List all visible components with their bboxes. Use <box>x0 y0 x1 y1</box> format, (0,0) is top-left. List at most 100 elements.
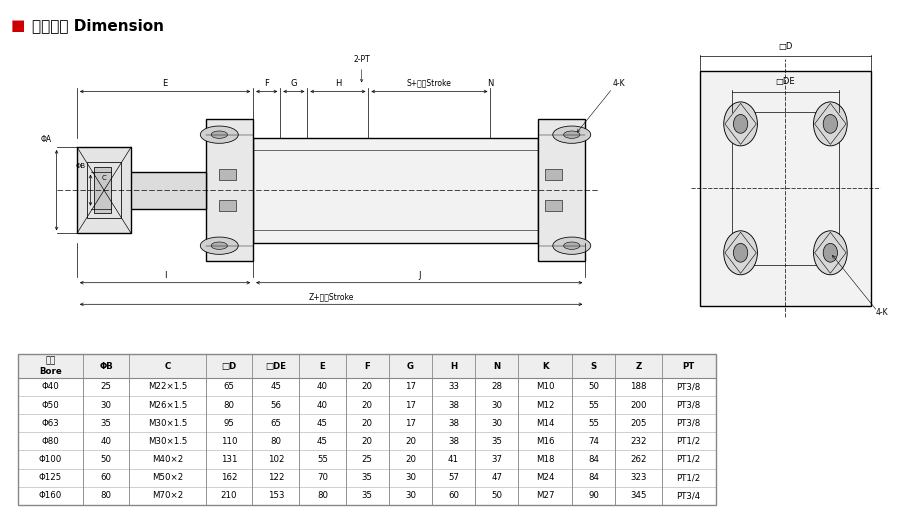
Text: □D: □D <box>222 362 236 371</box>
Text: 45: 45 <box>317 437 328 446</box>
Text: □DE: □DE <box>776 77 795 86</box>
Bar <box>219 200 236 211</box>
Text: ■: ■ <box>11 18 26 33</box>
Text: Φ63: Φ63 <box>41 419 60 428</box>
Text: PT3/8: PT3/8 <box>677 382 701 392</box>
Text: 35: 35 <box>491 437 502 446</box>
Text: 232: 232 <box>630 437 647 446</box>
Text: 40: 40 <box>101 437 112 446</box>
Text: PT3/4: PT3/4 <box>677 491 701 500</box>
Text: N: N <box>487 79 494 88</box>
Text: 40: 40 <box>317 400 328 410</box>
Text: 40: 40 <box>317 382 328 392</box>
Bar <box>253 138 538 243</box>
Bar <box>545 169 562 180</box>
Circle shape <box>563 242 580 249</box>
Text: I: I <box>164 270 167 280</box>
Text: 35: 35 <box>362 491 373 500</box>
Text: 153: 153 <box>267 491 284 500</box>
Text: 55: 55 <box>588 400 599 410</box>
Bar <box>700 71 871 305</box>
Text: PT1/2: PT1/2 <box>677 437 701 446</box>
Text: 4-K: 4-K <box>875 308 888 317</box>
Text: 41: 41 <box>448 455 459 464</box>
Text: 50: 50 <box>101 455 112 464</box>
Text: Φ100: Φ100 <box>38 455 62 464</box>
Text: M22×1.5: M22×1.5 <box>147 382 187 392</box>
Text: 84: 84 <box>588 473 599 482</box>
Text: M10: M10 <box>536 382 554 392</box>
Text: 188: 188 <box>630 382 647 392</box>
Text: M14: M14 <box>536 419 554 428</box>
Text: M16: M16 <box>536 437 554 446</box>
Text: 4-K: 4-K <box>613 79 626 88</box>
Text: 20: 20 <box>362 382 373 392</box>
Text: 60: 60 <box>448 491 459 500</box>
Text: 65: 65 <box>224 382 234 392</box>
Text: 102: 102 <box>267 455 284 464</box>
Text: PT3/8: PT3/8 <box>677 419 701 428</box>
Circle shape <box>201 237 238 254</box>
Circle shape <box>813 231 847 275</box>
Text: 45: 45 <box>270 382 281 392</box>
Bar <box>732 112 839 265</box>
Text: 2-PT: 2-PT <box>354 54 370 64</box>
Text: 28: 28 <box>491 382 502 392</box>
Text: J: J <box>418 270 420 280</box>
Text: F: F <box>265 79 269 88</box>
Text: 17: 17 <box>405 419 416 428</box>
Text: M50×2: M50×2 <box>152 473 183 482</box>
Text: 缸径
Bore: 缸径 Bore <box>39 356 61 376</box>
Text: 80: 80 <box>270 437 281 446</box>
Text: Z+行程Stroke: Z+行程Stroke <box>309 292 354 301</box>
Circle shape <box>823 115 837 133</box>
Text: 57: 57 <box>448 473 459 482</box>
Text: 90: 90 <box>588 491 599 500</box>
Text: PT1/2: PT1/2 <box>677 473 701 482</box>
Text: 30: 30 <box>405 473 416 482</box>
Text: 50: 50 <box>588 382 599 392</box>
Text: 38: 38 <box>448 437 459 446</box>
Text: 262: 262 <box>630 455 647 464</box>
Text: M18: M18 <box>536 455 554 464</box>
Text: □D: □D <box>779 42 792 51</box>
Bar <box>219 169 236 180</box>
Text: 20: 20 <box>405 437 416 446</box>
Circle shape <box>734 244 747 262</box>
Text: 20: 20 <box>405 455 416 464</box>
Text: 122: 122 <box>267 473 284 482</box>
Text: 84: 84 <box>588 455 599 464</box>
Text: E: E <box>162 79 168 88</box>
Circle shape <box>552 126 591 143</box>
Text: M12: M12 <box>536 400 554 410</box>
Text: M40×2: M40×2 <box>152 455 183 464</box>
Text: S+行程Stroke: S+行程Stroke <box>407 79 452 88</box>
Text: 17: 17 <box>405 382 416 392</box>
Text: 131: 131 <box>221 455 237 464</box>
Text: 55: 55 <box>588 419 599 428</box>
Text: M27: M27 <box>536 491 554 500</box>
Text: M30×1.5: M30×1.5 <box>147 437 187 446</box>
Text: C: C <box>165 362 170 371</box>
Text: 33: 33 <box>448 382 459 392</box>
Circle shape <box>724 231 758 275</box>
Text: 30: 30 <box>491 400 502 410</box>
Text: 205: 205 <box>630 419 647 428</box>
Text: ΦB: ΦB <box>75 162 85 169</box>
Text: 30: 30 <box>491 419 502 428</box>
Text: 200: 200 <box>630 400 647 410</box>
Text: 110: 110 <box>221 437 237 446</box>
Text: 25: 25 <box>101 382 112 392</box>
Text: 80: 80 <box>101 491 112 500</box>
Text: 45: 45 <box>317 419 328 428</box>
Circle shape <box>563 131 580 138</box>
Circle shape <box>212 242 227 249</box>
Text: PT: PT <box>682 362 695 371</box>
Text: 35: 35 <box>362 473 373 482</box>
Text: G: G <box>407 362 414 371</box>
Text: Φ80: Φ80 <box>41 437 60 446</box>
Text: H: H <box>334 79 341 88</box>
Text: M24: M24 <box>536 473 554 482</box>
Text: 38: 38 <box>448 400 459 410</box>
Text: ΦA: ΦA <box>41 135 52 144</box>
